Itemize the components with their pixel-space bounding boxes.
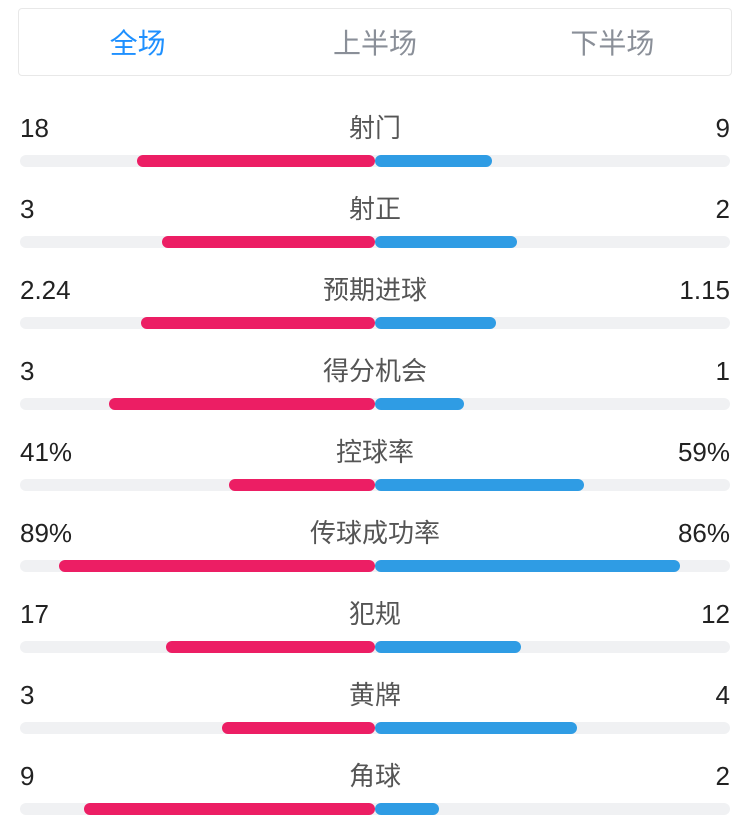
stat-value-left: 18 xyxy=(20,113,100,144)
stat-row: 18射门9 xyxy=(20,108,730,167)
stat-value-right: 1.15 xyxy=(650,275,730,306)
stat-row: 9角球2 xyxy=(20,756,730,815)
stat-bar-left xyxy=(84,803,375,815)
stat-bar-track xyxy=(20,479,730,491)
stat-bar-right xyxy=(375,560,680,572)
stat-value-right: 2 xyxy=(650,761,730,792)
stat-header: 3黄牌4 xyxy=(20,675,730,712)
stat-header: 41%控球率59% xyxy=(20,432,730,469)
stat-label: 控球率 xyxy=(100,432,650,469)
tab-period-2[interactable]: 下半场 xyxy=(494,9,731,75)
stat-row: 3黄牌4 xyxy=(20,675,730,734)
stat-bar-track xyxy=(20,641,730,653)
stat-value-left: 89% xyxy=(20,518,100,549)
stat-value-right: 2 xyxy=(650,194,730,225)
stat-value-right: 4 xyxy=(650,680,730,711)
stat-label: 射门 xyxy=(100,108,650,145)
stat-label: 黄牌 xyxy=(100,675,650,712)
tab-period-0[interactable]: 全场 xyxy=(19,9,256,75)
stat-header: 17犯规12 xyxy=(20,594,730,631)
stat-bar-right xyxy=(375,398,464,410)
stat-value-right: 9 xyxy=(650,113,730,144)
stat-value-right: 1 xyxy=(650,356,730,387)
stat-label: 预期进球 xyxy=(100,270,650,307)
stat-bar-right xyxy=(375,236,517,248)
stat-bar-track xyxy=(20,722,730,734)
stat-value-left: 3 xyxy=(20,356,100,387)
stat-bar-right xyxy=(375,155,492,167)
stat-bar-left xyxy=(222,722,375,734)
stat-label: 传球成功率 xyxy=(100,513,650,550)
stat-value-right: 12 xyxy=(650,599,730,630)
tab-label: 上半场 xyxy=(333,22,417,62)
stat-bar-right xyxy=(375,722,577,734)
stat-row: 2.24预期进球1.15 xyxy=(20,270,730,329)
stat-row: 3得分机会1 xyxy=(20,351,730,410)
stat-value-left: 3 xyxy=(20,680,100,711)
stat-bar-left xyxy=(162,236,375,248)
stat-value-left: 17 xyxy=(20,599,100,630)
stats-list: 18射门93射正22.24预期进球1.153得分机会141%控球率59%89%传… xyxy=(0,76,750,815)
stat-bar-left xyxy=(137,155,375,167)
stat-header: 3射正2 xyxy=(20,189,730,226)
stat-header: 3得分机会1 xyxy=(20,351,730,388)
stat-label: 犯规 xyxy=(100,594,650,631)
tab-period-1[interactable]: 上半场 xyxy=(256,9,493,75)
stat-value-left: 41% xyxy=(20,437,100,468)
stat-row: 41%控球率59% xyxy=(20,432,730,491)
stat-bar-right xyxy=(375,803,439,815)
stat-header: 2.24预期进球1.15 xyxy=(20,270,730,307)
stat-bar-left xyxy=(166,641,375,653)
stat-value-left: 3 xyxy=(20,194,100,225)
stat-bar-right xyxy=(375,641,521,653)
stat-bar-left xyxy=(141,317,375,329)
stat-label: 射正 xyxy=(100,189,650,226)
stat-bar-track xyxy=(20,560,730,572)
stat-bar-right xyxy=(375,479,584,491)
tab-label: 下半场 xyxy=(570,22,654,62)
stat-bar-track xyxy=(20,317,730,329)
stat-label: 得分机会 xyxy=(100,351,650,388)
stat-row: 3射正2 xyxy=(20,189,730,248)
stat-bar-left xyxy=(109,398,375,410)
stat-header: 9角球2 xyxy=(20,756,730,793)
stat-bar-track xyxy=(20,803,730,815)
stat-row: 89%传球成功率86% xyxy=(20,513,730,572)
stat-bar-right xyxy=(375,317,496,329)
stat-value-right: 59% xyxy=(650,437,730,468)
stat-value-left: 9 xyxy=(20,761,100,792)
stat-bar-left xyxy=(229,479,375,491)
stat-header: 18射门9 xyxy=(20,108,730,145)
stat-value-left: 2.24 xyxy=(20,275,100,306)
stat-bar-track xyxy=(20,155,730,167)
tab-label: 全场 xyxy=(110,22,166,62)
stat-label: 角球 xyxy=(100,756,650,793)
stat-row: 17犯规12 xyxy=(20,594,730,653)
stat-value-right: 86% xyxy=(650,518,730,549)
period-tabs: 全场 上半场 下半场 xyxy=(18,8,732,76)
stat-header: 89%传球成功率86% xyxy=(20,513,730,550)
stat-bar-track xyxy=(20,236,730,248)
stat-bar-left xyxy=(59,560,375,572)
stat-bar-track xyxy=(20,398,730,410)
